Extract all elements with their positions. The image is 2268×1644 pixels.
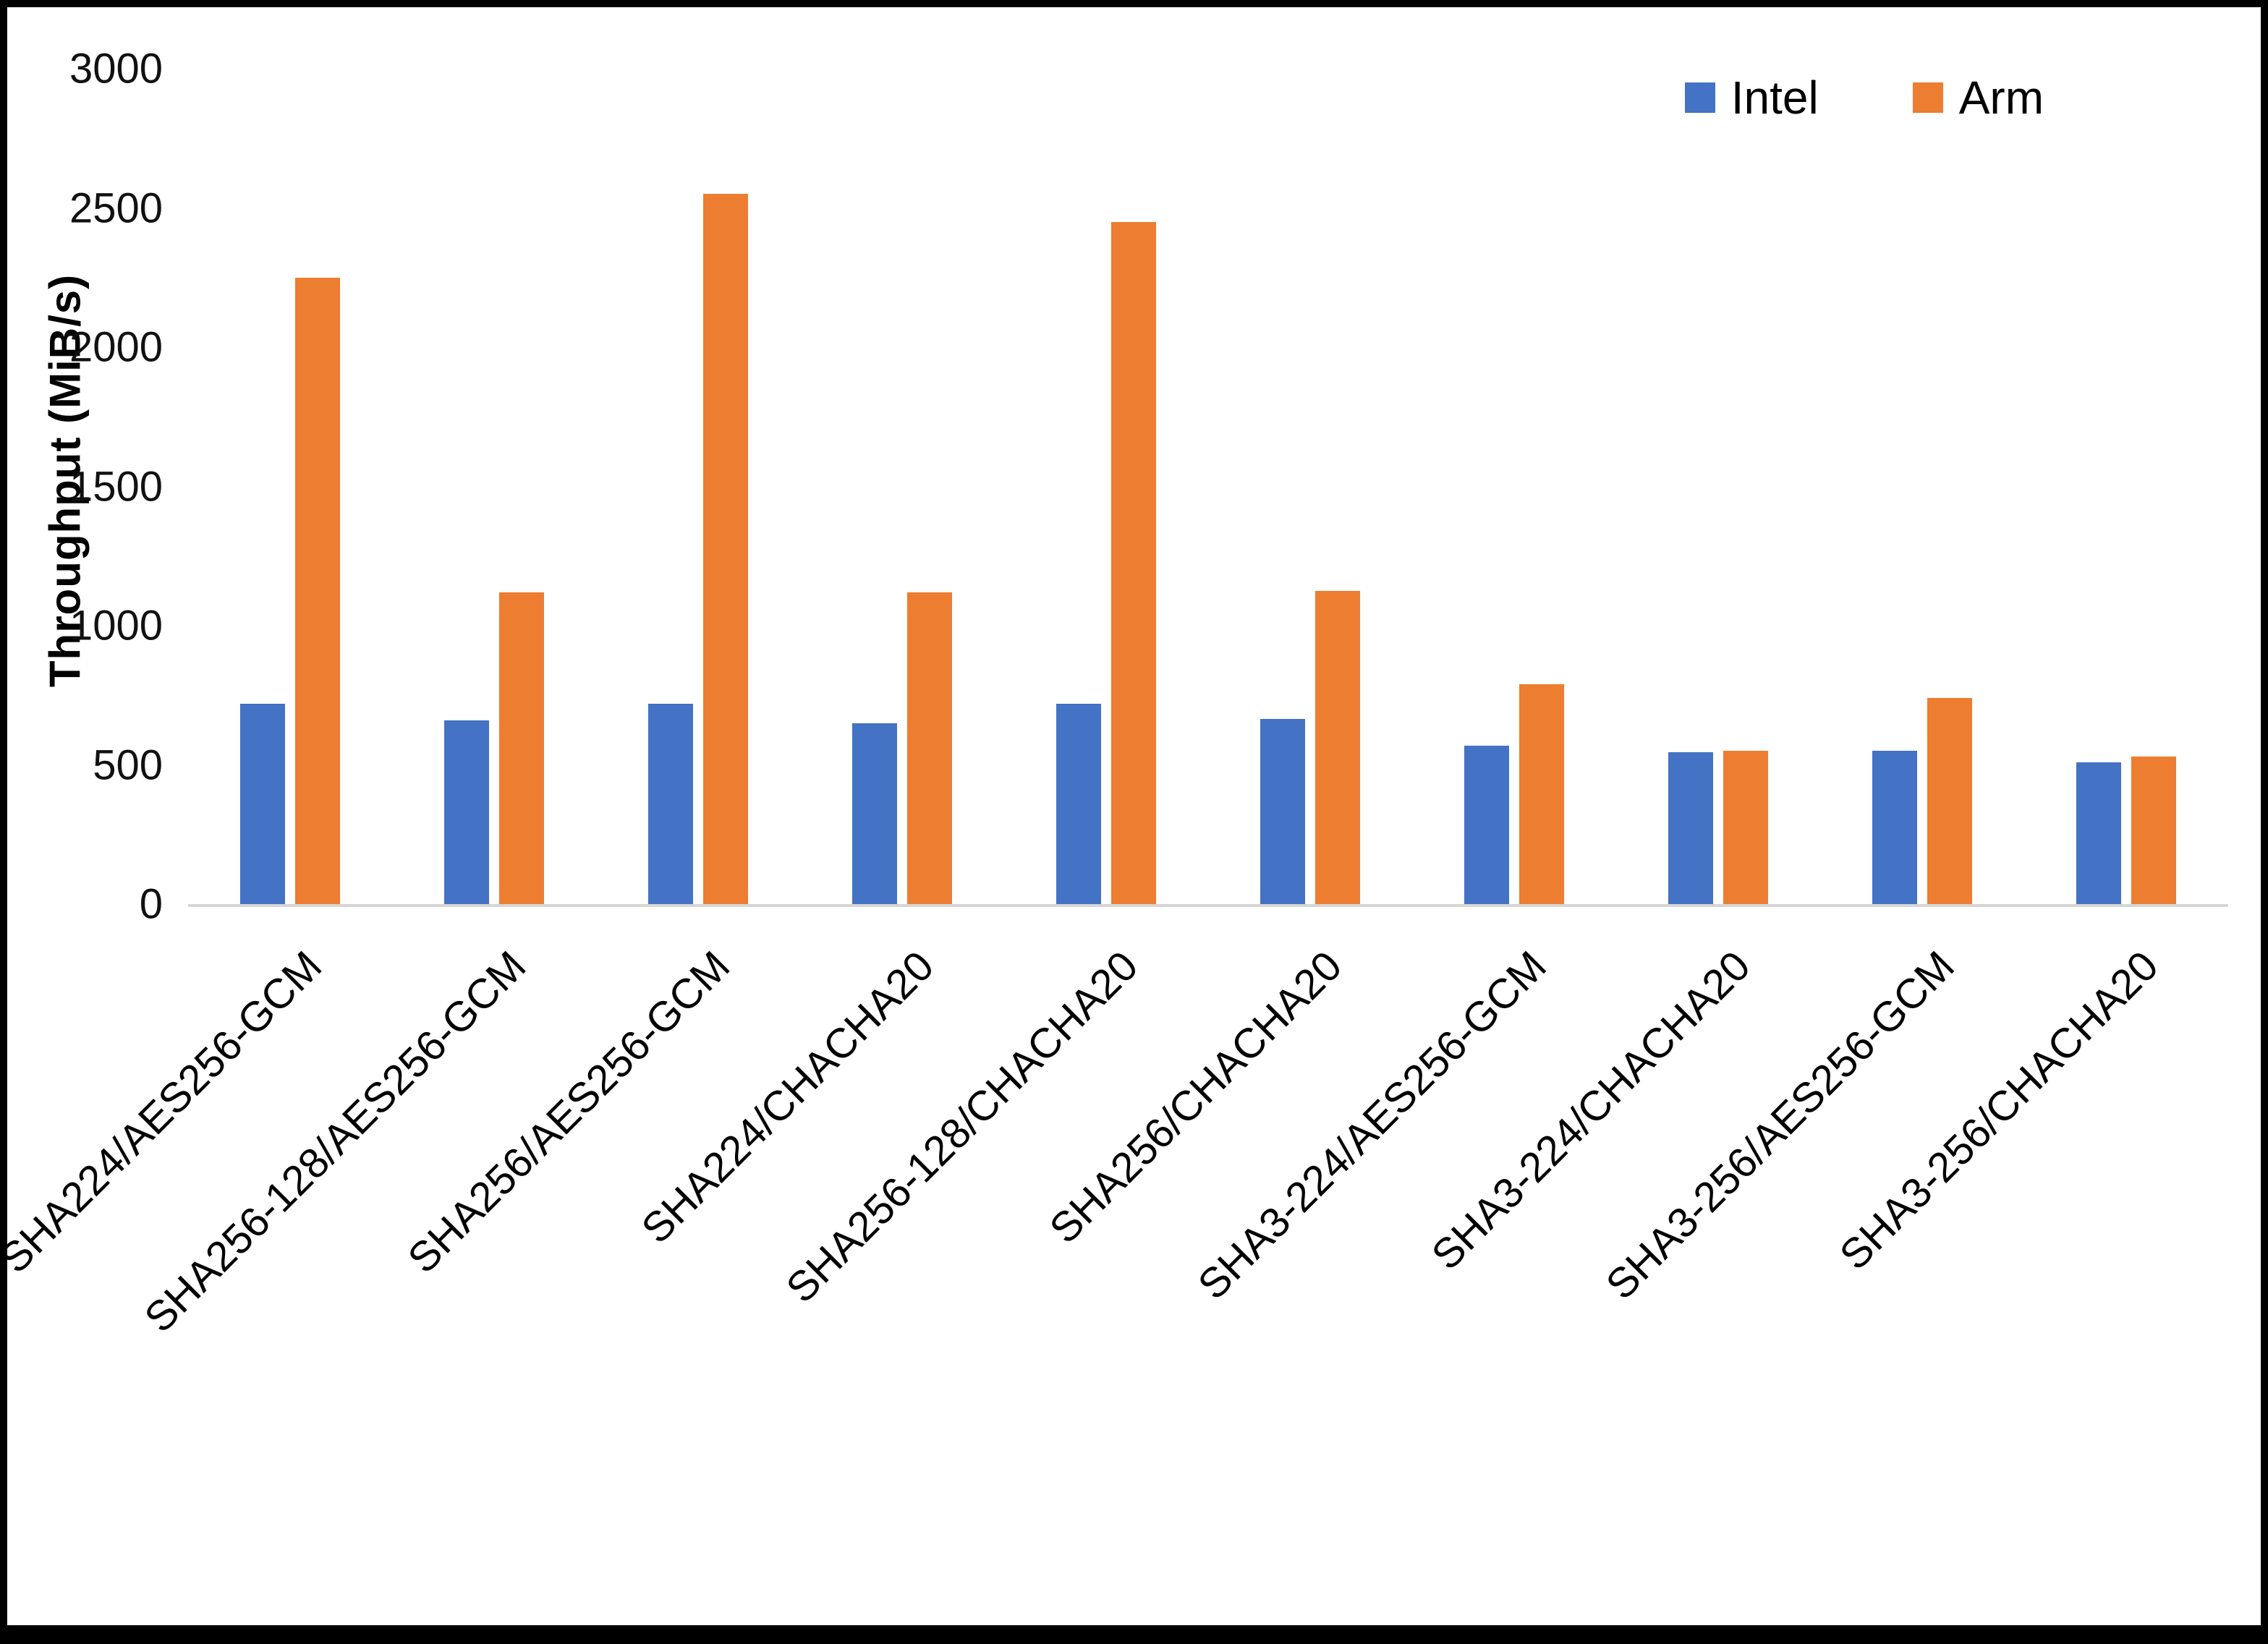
bar-arm (499, 592, 544, 904)
y-tick-label: 0 (139, 880, 163, 928)
bar-intel (240, 703, 285, 904)
x-category-label: SHA224/AES256-GCM (0, 942, 331, 1282)
bar-group (1412, 69, 1616, 904)
bar-intel (1668, 752, 1713, 904)
bar-group (1820, 69, 2024, 904)
x-category-label: SHA3-224/AES256-GCM (1189, 942, 1555, 1309)
bar-intel (1872, 751, 1917, 904)
legend-swatch-arm (1912, 82, 1943, 113)
bar-group (1004, 69, 1208, 904)
bar-group (1208, 69, 1412, 904)
y-tick-label: 500 (93, 741, 163, 788)
x-axis-category-labels: SHA224/AES256-GCM SHA256-128/AES256-GCM SH… (7, 920, 2228, 1614)
bar-group (1616, 69, 1820, 904)
y-tick-label: 3000 (69, 45, 163, 93)
bar-intel (1056, 703, 1101, 904)
bar-arm (1111, 221, 1156, 904)
legend-item-intel: Intel (1684, 71, 1819, 124)
bar-group (800, 69, 1004, 904)
bar-group (2024, 69, 2228, 904)
bar-arm (907, 592, 952, 904)
y-tick-label: 2500 (69, 184, 163, 231)
bar-arm (703, 194, 748, 904)
x-category-label: SHA256-128/CHACHA20 (777, 942, 1147, 1312)
bar-arm (2131, 756, 2176, 904)
legend-label-intel: Intel (1730, 72, 1819, 124)
bar-arm (1723, 751, 1768, 904)
bar-intel (1260, 718, 1305, 904)
x-category-label: SHA3-256/AES256-GCM (1597, 942, 1963, 1309)
bar-arm (295, 277, 340, 904)
legend-swatch-intel (1684, 82, 1715, 113)
legend: Intel Arm (1684, 71, 2044, 124)
bar-group (188, 69, 392, 904)
y-axis-tick-labels: 0 500 1000 1500 2000 2500 3000 (7, 46, 163, 928)
bar-arm (1519, 683, 1564, 904)
x-category-label: SHA256-128/AES256-GCM (135, 942, 535, 1342)
bar-arm (1315, 590, 1360, 904)
bar-intel (444, 720, 489, 904)
y-tick-label: 2000 (69, 323, 163, 371)
bar-intel (852, 723, 897, 904)
y-tick-label: 1000 (69, 602, 163, 649)
bar-intel (2076, 762, 2121, 904)
bar-group (596, 69, 800, 904)
y-tick-label: 1500 (69, 463, 163, 510)
bar-arm (1927, 698, 1972, 904)
legend-item-arm: Arm (1912, 71, 2044, 124)
legend-label-arm: Arm (1958, 72, 2044, 124)
bar-intel (1464, 745, 1509, 904)
bar-group (392, 69, 596, 904)
bar-intel (648, 703, 693, 904)
plot-area (188, 69, 2228, 907)
